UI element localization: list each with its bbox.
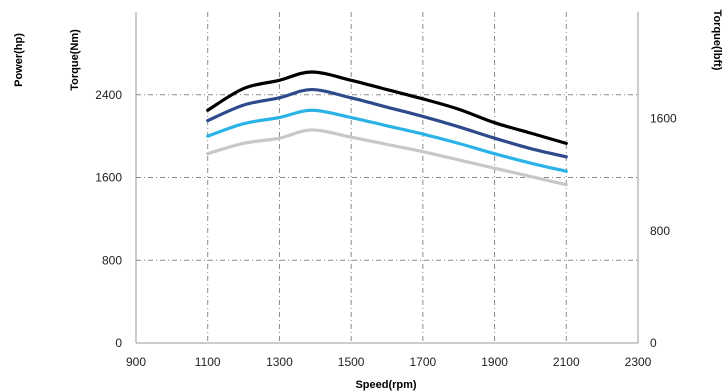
x-tick-labels: 900 1100 1300 1500 1700 1900 2100 2300 — [126, 355, 652, 369]
series-line-4 — [206, 128, 568, 187]
y-tick-label: 2400 — [95, 88, 122, 102]
series-line-1 — [206, 70, 568, 145]
y-right-tick-label: 0 — [650, 336, 657, 350]
series-line-3 — [206, 108, 568, 173]
y-right-tick-label: 1600 — [650, 112, 677, 126]
y-right-tick-labels: 0 800 1600 — [650, 112, 677, 350]
axes — [135, 12, 639, 344]
y-tick-label: 0 — [115, 336, 122, 350]
grid-lines — [136, 12, 638, 343]
power-axis-label: Power(hp) — [13, 33, 25, 87]
y-tick-label: 800 — [102, 253, 122, 267]
y-axis-label: Torque(Nm) — [69, 29, 81, 91]
series-line-2 — [206, 87, 568, 159]
x-tick-label: 2300 — [625, 355, 652, 369]
x-tick-label: 1700 — [410, 355, 437, 369]
x-tick-label: 1900 — [481, 355, 508, 369]
x-tick-label: 1100 — [195, 355, 221, 369]
y-tick-label: 1600 — [95, 171, 122, 185]
x-tick-label: 2100 — [553, 355, 580, 369]
x-tick-label: 1500 — [338, 355, 365, 369]
x-tick-label: 900 — [126, 355, 146, 369]
y-right-tick-label: 800 — [650, 224, 670, 238]
x-axis-label: Speed(rpm) — [355, 379, 416, 391]
series-lines — [206, 70, 568, 187]
x-tick-label: 1300 — [266, 355, 293, 369]
y-tick-labels: 0 800 1600 2400 — [95, 88, 122, 350]
y-right-axis-label: Torque(lbft) — [711, 10, 723, 71]
